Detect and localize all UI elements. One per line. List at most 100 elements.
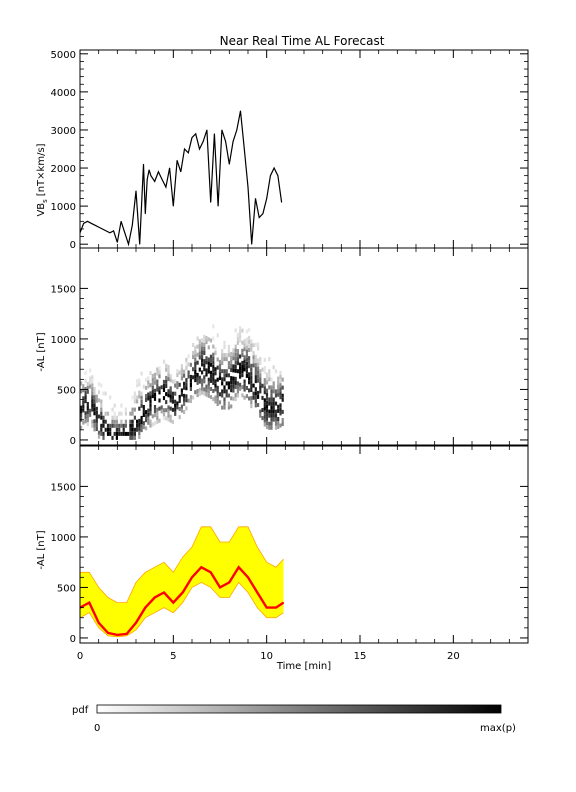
pdf-cell [194,370,197,374]
colorbar-max-label: max(p) [480,723,516,734]
pdf-cell [277,380,280,385]
pdf-cell [254,387,257,392]
pdf-cell [252,391,255,396]
pdf-cell [153,405,157,409]
pdf-cell [156,367,159,372]
vbs-point [232,140,234,142]
vbs-point [199,148,200,150]
pdf-cell [245,365,248,370]
pdf-cell [257,342,260,347]
pdf-cell [270,409,273,414]
pdf-cell [91,387,94,392]
pdf-cell [216,333,219,338]
pdf-cell [201,370,204,375]
pdf-cell [243,363,246,368]
pdf-cell [147,396,150,401]
pdf-cell [248,396,251,401]
pdf-cell [109,427,112,432]
pdf-cell [149,391,152,396]
pdf-cell [243,387,246,392]
pdf-cell [131,411,134,416]
vbs-point [113,230,114,232]
pdf-cell [257,390,260,395]
pdf-cell [248,339,251,344]
pdf-cell [140,424,143,428]
pdf-cell [232,368,235,373]
forecast-median-point [116,634,118,636]
pdf-cell [198,367,201,372]
pdf-cell [263,386,266,391]
pdf-cell [84,391,87,396]
pdf-cell [277,417,280,421]
pdf-cell [93,403,96,408]
pdf-cell [113,411,116,416]
pdf-cell [185,378,188,383]
pdf-cell [97,390,101,395]
pdf-cell [223,397,226,402]
pdf-cell [167,365,170,369]
pdf-cell [265,376,269,381]
pdf-cell [91,391,94,396]
pdf-cell [261,408,264,412]
pdf-cell [248,356,251,361]
pdf-cell [274,409,278,414]
pdf-cell [216,357,219,362]
pdf-cell [196,389,199,393]
pdf-cell [203,334,206,339]
pdf-cell [277,425,280,429]
vbs-point [102,228,103,230]
pdf-cell [95,406,98,411]
pdf-cell [223,401,226,406]
pdf-cell [252,355,255,360]
pdf-cell [198,351,201,356]
pdf-cell [100,399,103,404]
pdf-cell [248,344,251,348]
pdf-cell [165,363,168,368]
colorbar-gradient [96,704,502,714]
pdf-cell [201,350,204,355]
pdf-cell [248,364,251,369]
pdf-cell [192,395,195,400]
pdf-cell [115,423,118,428]
pdf-cell [265,380,269,385]
pdf-cell [91,395,94,400]
pdf-cell [124,431,127,436]
forecast-median-point [256,591,258,593]
pdf-cell [218,392,222,397]
pdf-cell [263,398,266,403]
pdf-cell [100,407,103,412]
ylabel-top: VBs [nT×km/s] [36,143,49,216]
forecast-median-point [219,586,221,588]
pdf-cell [162,408,166,413]
pdf-cell [156,407,159,412]
pdf-cell [218,400,222,405]
pdf-cell [254,395,257,400]
pdf-cell [118,431,121,436]
pdf-cell [254,399,257,404]
vbs-point [202,140,204,142]
pdf-cell [84,415,87,420]
pdf-cell [270,417,273,422]
pdf-cell [165,379,168,384]
pdf-cell [248,380,251,385]
pdf-cell [171,407,174,412]
pdf-cell [225,357,228,362]
pdf-cell [142,384,145,389]
pdf-cell [86,414,89,419]
pdf-cell [245,337,248,342]
pdf-cell [153,380,157,385]
pdf-cell [279,403,282,408]
pdf-cell [80,409,83,414]
pdf-cell [279,395,282,400]
pdf-cell [153,413,157,418]
vbs-point [266,198,268,199]
pdf-cell [203,367,206,372]
pdf-cell [185,382,188,387]
pdf-cell [250,363,253,368]
pdf-cell [162,412,166,417]
pdf-cell [192,375,195,380]
pdf-cell [104,411,107,416]
pdf-cell [241,328,244,333]
pdf-cell [176,405,179,410]
pdf-cell [165,367,168,372]
